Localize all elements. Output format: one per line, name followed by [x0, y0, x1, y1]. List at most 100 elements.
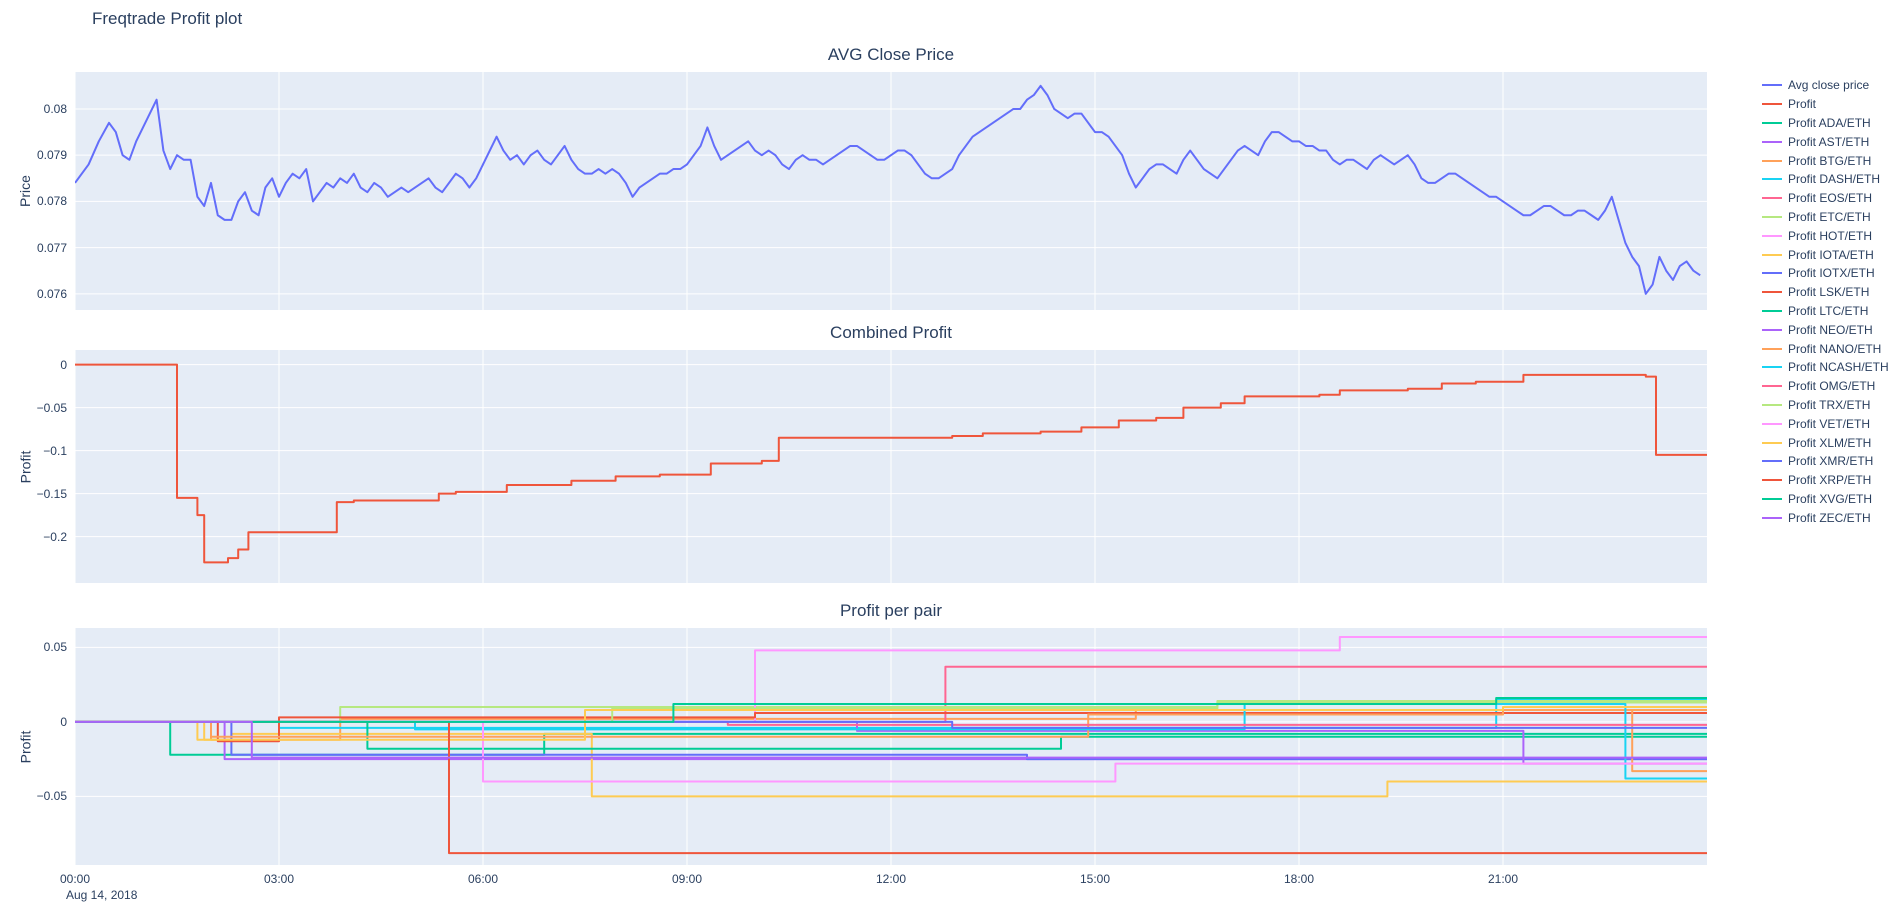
- series-line: [75, 720, 1707, 798]
- legend-item-label: Avg close price: [1788, 78, 1870, 93]
- legend-item[interactable]: Avg close price: [1762, 76, 1889, 95]
- legend-item[interactable]: Profit OMG/ETH: [1762, 377, 1889, 396]
- legend-item-label: Profit IOTX/ETH: [1788, 266, 1875, 281]
- legend-item-label: Profit IOTA/ETH: [1788, 247, 1874, 262]
- legend-item-label: Profit XLM/ETH: [1788, 435, 1872, 450]
- y-axis-title: Profit: [17, 730, 33, 763]
- x-tick-label: 09:00: [671, 872, 703, 886]
- legend-line-swatch: [1762, 234, 1782, 237]
- x-tick-label: 15:00: [1079, 872, 1111, 886]
- legend-item[interactable]: Profit IOTA/ETH: [1762, 245, 1889, 264]
- subplot-combined-profit: Combined Profit Profit 0 −0.05 −0.1 −0.15 −0…: [17, 323, 1707, 583]
- legend-item[interactable]: Profit NCASH/ETH: [1762, 358, 1889, 377]
- plot-area-price[interactable]: [75, 72, 1707, 310]
- legend-item-label: Profit HOT/ETH: [1788, 228, 1873, 243]
- legend-item-label: Profit NEO/ETH: [1788, 322, 1873, 337]
- legend-item[interactable]: Profit TRX/ETH: [1762, 396, 1889, 415]
- page-title: Freqtrade Profit plot: [92, 9, 243, 28]
- legend-item[interactable]: Profit BTG/ETH: [1762, 151, 1889, 170]
- subplot-profit-per-pair: Profit per pair Profit 0.05 0 −0.05 00:00 03…: [17, 601, 1707, 886]
- legend-item-label: Profit LSK/ETH: [1788, 285, 1870, 300]
- legend-item-label: Profit BTG/ETH: [1788, 153, 1872, 168]
- legend-line-swatch: [1762, 479, 1782, 482]
- legend-item-label: Profit VET/ETH: [1788, 416, 1871, 431]
- x-tick-label: 00:00: [59, 872, 91, 886]
- legend-item[interactable]: Profit XMR/ETH: [1762, 452, 1889, 471]
- y-tick-label: −0.2: [43, 529, 67, 544]
- y-tick-label: −0.15: [36, 486, 67, 501]
- legend-item-label: Profit AST/ETH: [1788, 134, 1870, 149]
- chart-svg: [75, 72, 1707, 310]
- y-tick-label: 0.077: [36, 240, 67, 255]
- legend-item-label: Profit: [1788, 97, 1817, 112]
- legend-item-label: Profit NANO/ETH: [1788, 341, 1882, 356]
- legend-line-swatch: [1762, 422, 1782, 425]
- legend-line-swatch: [1762, 253, 1782, 256]
- legend-line-swatch: [1762, 516, 1782, 519]
- legend-item-label: Profit LTC/ETH: [1788, 303, 1869, 318]
- legend-line-swatch: [1762, 403, 1782, 406]
- legend-item[interactable]: Profit: [1762, 95, 1889, 114]
- subplot-title: AVG Close Price: [827, 45, 955, 64]
- series-line: [75, 697, 1707, 723]
- legend-item[interactable]: Profit ETC/ETH: [1762, 208, 1889, 227]
- y-tick-label: 0.079: [36, 148, 67, 163]
- y-tick-label: −0.05: [36, 789, 67, 804]
- legend-line-swatch: [1762, 84, 1782, 87]
- legend-line-swatch: [1762, 497, 1782, 500]
- legend-item[interactable]: Profit ADA/ETH: [1762, 114, 1889, 133]
- legend-item[interactable]: Profit AST/ETH: [1762, 132, 1889, 151]
- legend-line-swatch: [1762, 347, 1782, 350]
- x-tick-label: 21:00: [1487, 872, 1519, 886]
- legend-line-swatch: [1762, 178, 1782, 181]
- legend-line-swatch: [1762, 460, 1782, 463]
- legend-item-label: Profit ADA/ETH: [1788, 115, 1871, 130]
- legend-item[interactable]: Profit XVG/ETH: [1762, 490, 1889, 509]
- legend-line-swatch: [1762, 197, 1782, 200]
- legend-item-label: Profit OMG/ETH: [1788, 379, 1876, 394]
- legend-line-swatch: [1762, 291, 1782, 294]
- legend-line-swatch: [1762, 121, 1782, 124]
- legend-item[interactable]: Profit ZEC/ETH: [1762, 508, 1889, 527]
- series-line: [75, 711, 1707, 743]
- legend-item[interactable]: Profit DASH/ETH: [1762, 170, 1889, 189]
- legend-line-swatch: [1762, 366, 1782, 369]
- series-line: [75, 84, 1701, 295]
- plot-area-profit-per-pair[interactable]: [75, 628, 1707, 865]
- legend-item-label: Profit ZEC/ETH: [1788, 510, 1871, 525]
- series-line: [75, 703, 1707, 780]
- y-tick-label: 0.05: [43, 640, 67, 655]
- legend-item-label: Profit XMR/ETH: [1788, 454, 1874, 469]
- chart-svg: [75, 350, 1707, 583]
- legend-item-label: Profit EOS/ETH: [1788, 191, 1873, 206]
- legend-item[interactable]: Profit LSK/ETH: [1762, 283, 1889, 302]
- x-tick-label: 03:00: [263, 872, 295, 886]
- plot-area-combined-profit[interactable]: [75, 350, 1707, 583]
- legend-line-swatch: [1762, 328, 1782, 331]
- legend-item[interactable]: Profit VET/ETH: [1762, 414, 1889, 433]
- series-line: [75, 363, 1707, 564]
- legend-item-label: Profit TRX/ETH: [1788, 397, 1871, 412]
- legend-item[interactable]: Profit NANO/ETH: [1762, 339, 1889, 358]
- legend-item[interactable]: Profit HOT/ETH: [1762, 226, 1889, 245]
- legend-line-swatch: [1762, 215, 1782, 218]
- legend-line-swatch: [1762, 103, 1782, 106]
- y-tick-label: −0.1: [43, 443, 67, 458]
- x-tick-label: 06:00: [467, 872, 499, 886]
- legend-item-label: Profit XRP/ETH: [1788, 473, 1872, 488]
- legend-item[interactable]: Profit IOTX/ETH: [1762, 264, 1889, 283]
- x-tick-label: 18:00: [1283, 872, 1315, 886]
- legend-line-swatch: [1762, 159, 1782, 162]
- legend-item[interactable]: Profit XLM/ETH: [1762, 433, 1889, 452]
- legend-item-label: Profit XVG/ETH: [1788, 491, 1873, 506]
- legend: Avg close price Profit Profit ADA/ETH Profi…: [1762, 76, 1889, 527]
- legend-item[interactable]: Profit LTC/ETH: [1762, 302, 1889, 321]
- legend-item[interactable]: Profit XRP/ETH: [1762, 471, 1889, 490]
- legend-item[interactable]: Profit NEO/ETH: [1762, 320, 1889, 339]
- y-tick-label: −0.05: [36, 400, 67, 415]
- y-tick-label: 0: [60, 714, 67, 729]
- legend-item[interactable]: Profit EOS/ETH: [1762, 189, 1889, 208]
- legend-line-swatch: [1762, 385, 1782, 388]
- legend-line-swatch: [1762, 309, 1782, 312]
